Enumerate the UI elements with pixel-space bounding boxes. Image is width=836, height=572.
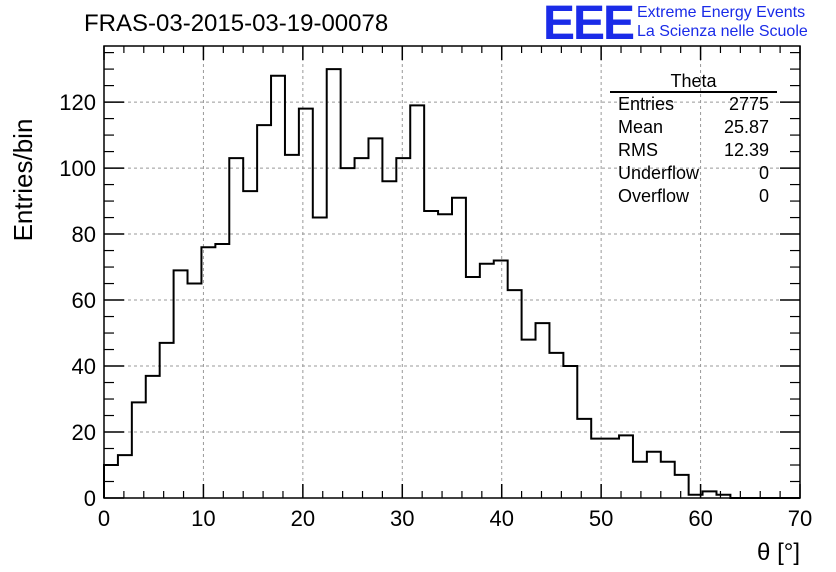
stats-row-entries: Entries 2775 bbox=[610, 93, 777, 116]
axis-ticks bbox=[103, 46, 801, 499]
x-tick-label: 70 bbox=[788, 506, 812, 531]
plot-frame bbox=[103, 45, 801, 499]
stats-row-overflow: Overflow 0 bbox=[610, 185, 777, 208]
stats-title: Theta bbox=[610, 72, 777, 93]
stats-row-underflow: Underflow 0 bbox=[610, 162, 777, 185]
stats-label: Underflow bbox=[618, 163, 700, 183]
stats-label: RMS bbox=[618, 140, 658, 160]
stats-value: 2775 bbox=[728, 94, 769, 114]
y-tick-label: 60 bbox=[72, 288, 96, 313]
stats-row-mean: Mean 25.87 bbox=[610, 116, 777, 139]
y-tick-label: 20 bbox=[72, 420, 96, 445]
y-tick-label: 100 bbox=[59, 156, 96, 181]
tick-labels: 0 10 20 30 40 50 60 70 0 20 40 60 80 100 120 bbox=[59, 90, 812, 531]
x-tick-label: 20 bbox=[291, 506, 315, 531]
x-axis-label: θ [°] bbox=[757, 539, 800, 566]
stats-value: 12.39 bbox=[723, 140, 769, 160]
chart-title: FRAS-03-2015-03-19-00078 bbox=[84, 10, 389, 37]
logo-line-2: La Scienza nelle Scuole bbox=[637, 23, 808, 40]
x-tick-label: 60 bbox=[688, 506, 712, 531]
y-tick-label: 0 bbox=[84, 486, 96, 511]
x-tick-label: 40 bbox=[489, 506, 513, 531]
x-tick-label: 10 bbox=[191, 506, 215, 531]
stats-rows: Entries 2775 Mean 25.87 RMS 12.39 Underflow 0 Ov… bbox=[610, 93, 777, 208]
y-axis-label: Entries/bin bbox=[8, 119, 38, 242]
histogram-series bbox=[103, 68, 800, 499]
eee-logo-text: Extreme Energy Events La Scienza nelle S… bbox=[637, 3, 808, 41]
logo-line-1: Extreme Energy Events bbox=[637, 4, 806, 21]
stats-value: 0 bbox=[758, 186, 769, 206]
stats-value: 0 bbox=[758, 163, 769, 183]
y-tick-label: 40 bbox=[72, 354, 96, 379]
stats-label: Overflow bbox=[618, 186, 690, 206]
eee-logo-mark: EEE bbox=[543, 0, 635, 50]
stats-label: Entries bbox=[618, 94, 675, 114]
grid-lines bbox=[104, 46, 800, 498]
x-tick-label: 30 bbox=[390, 506, 414, 531]
y-tick-label: 80 bbox=[72, 222, 96, 247]
stats-row-rms: RMS 12.39 bbox=[610, 139, 777, 162]
stats-value: 25.87 bbox=[723, 117, 769, 137]
stats-label: Mean bbox=[618, 117, 664, 137]
x-tick-label: 0 bbox=[98, 506, 110, 531]
stats-box: Theta Entries 2775 Mean 25.87 RMS 12.39 Underf… bbox=[610, 72, 777, 208]
y-tick-label: 120 bbox=[59, 90, 96, 115]
x-tick-label: 50 bbox=[589, 506, 613, 531]
